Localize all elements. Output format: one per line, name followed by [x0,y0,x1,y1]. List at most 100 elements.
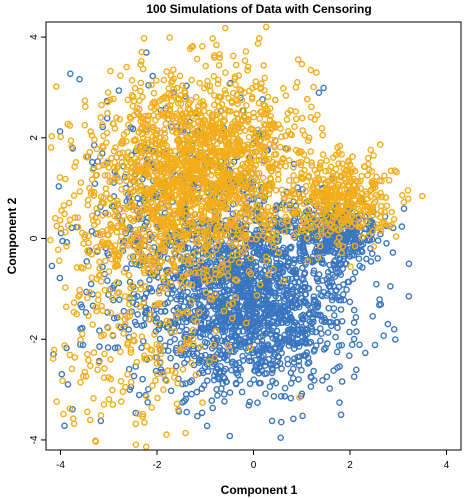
data-point [163,377,170,385]
data-point [250,376,258,384]
data-point [289,285,297,293]
data-point [120,268,128,276]
data-point [174,251,182,259]
data-point [383,202,391,210]
data-point [303,223,311,230]
data-point [225,143,233,151]
data-point [242,315,250,323]
data-point [113,314,121,321]
data-point [203,272,211,280]
data-point [177,345,185,353]
data-point [310,83,317,91]
data-point [377,213,384,221]
data-point [127,346,135,353]
data-point [291,326,298,334]
data-point [215,206,222,214]
data-point [279,262,287,269]
data-point [290,217,298,224]
data-point [224,341,231,349]
data-point [164,367,172,374]
data-point [226,432,234,440]
data-point [219,173,227,180]
data-point [119,388,127,396]
data-point [99,144,107,151]
data-point [154,188,162,195]
data-point [177,291,185,298]
data-point [292,115,300,123]
data-point [276,334,283,341]
data-point [242,48,250,55]
data-point [357,210,365,217]
data-point [101,172,109,179]
data-point [327,227,334,235]
data-point [65,222,72,229]
data-point [168,256,175,263]
data-point [233,110,240,117]
data-point [250,277,257,285]
data-point [193,55,201,63]
data-point [264,203,272,211]
data-point [235,148,243,156]
data-point [116,178,123,185]
data-point [199,101,207,108]
data-point [317,337,324,345]
data-point [90,394,97,402]
data-point [119,140,126,147]
data-point [127,284,134,292]
data-point [89,217,97,224]
data-point [207,124,215,132]
data-point [154,320,162,328]
data-point [144,202,151,209]
data-point [252,83,260,90]
data-point [114,197,121,205]
data-point [338,317,346,325]
data-point [163,224,171,232]
data-point [329,213,337,221]
data-point [197,256,205,264]
data-point [107,309,115,317]
data-point [134,110,141,117]
data-point [194,412,201,420]
data-point [323,186,330,193]
data-point [200,168,208,176]
data-point [378,193,386,200]
data-point [193,139,200,147]
data-point [233,270,240,278]
data-point [187,165,194,173]
data-point [145,82,152,89]
data-point [274,166,282,174]
data-point [167,166,174,174]
data-point [183,113,191,120]
data-point [247,125,255,132]
data-point [58,207,65,214]
data-point [374,224,382,232]
data-point [168,237,176,244]
data-point [270,151,278,158]
data-point [170,374,178,381]
data-point [333,212,341,219]
data-point [285,177,293,184]
data-point [268,417,276,425]
data-point [253,201,261,208]
data-point [126,300,133,308]
data-point [84,408,91,416]
data-point [285,156,293,164]
data-point [284,301,292,309]
data-point [229,130,236,138]
data-point [188,187,196,194]
data-point [138,344,145,352]
data-point [181,397,188,405]
data-point [126,293,133,301]
data-point [314,254,322,261]
data-point [118,398,125,405]
data-point [157,232,164,240]
data-point [205,199,213,207]
data-point [240,113,248,120]
data-point [165,201,172,209]
data-point [97,153,104,160]
data-point [231,307,238,315]
data-point [54,246,62,253]
data-point [161,126,168,133]
data-point [255,169,263,177]
data-point [193,350,201,358]
